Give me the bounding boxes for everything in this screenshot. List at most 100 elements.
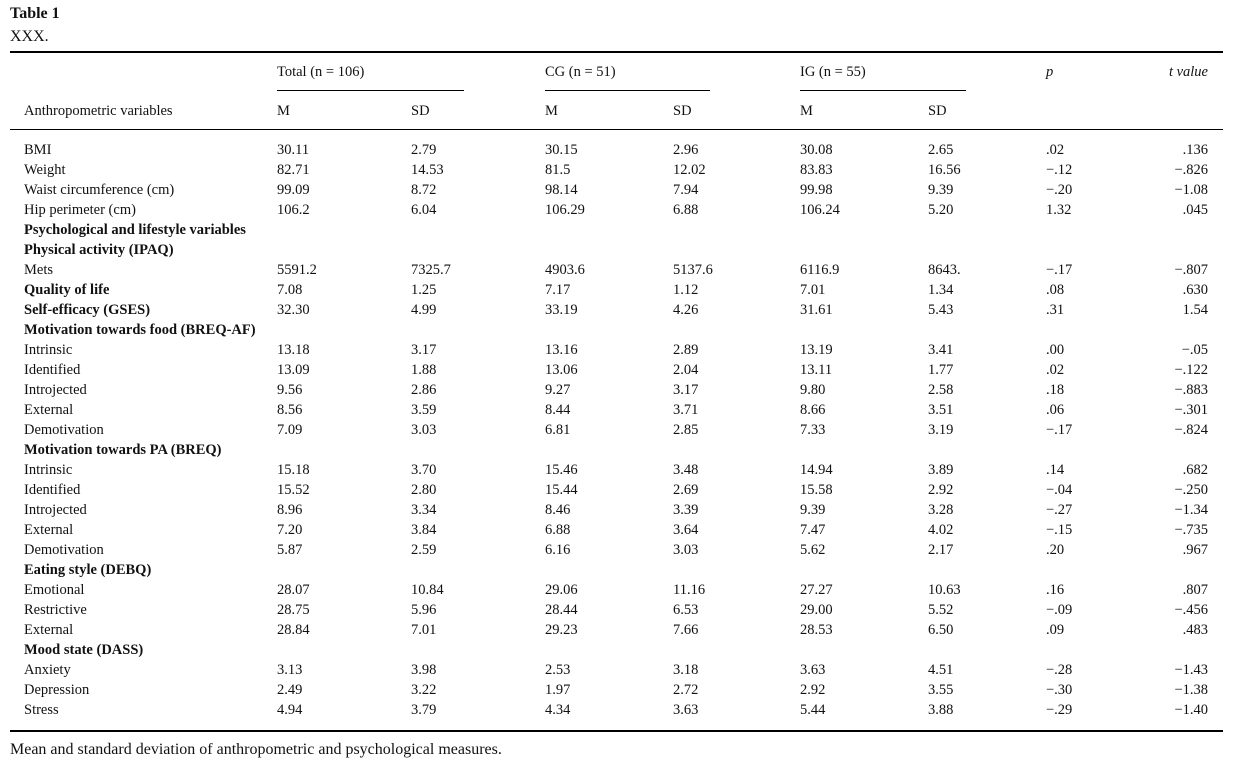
table-cell: 106.2 xyxy=(277,202,310,218)
table-cell: .136 xyxy=(1182,142,1208,158)
table-cell: 16.56 xyxy=(928,162,961,178)
table-cell: 2.04 xyxy=(673,362,699,378)
table-cell: 1.54 xyxy=(1182,302,1208,318)
table-cell: −.29 xyxy=(1046,702,1073,718)
table-cell: 15.18 xyxy=(277,462,310,478)
top-rule xyxy=(10,51,1223,53)
table-cell: 11.16 xyxy=(673,582,706,598)
table-cell: 15.46 xyxy=(545,462,578,478)
table-cell: .14 xyxy=(1046,462,1065,478)
table-cell: −1.40 xyxy=(1174,702,1208,718)
table-cell: −.12 xyxy=(1046,162,1073,178)
table-cell: 7.47 xyxy=(800,522,826,538)
table-cell: .06 xyxy=(1046,402,1065,418)
table-cell: 3.64 xyxy=(673,522,699,538)
group-rule-cg xyxy=(545,90,710,91)
table-cell: 8.46 xyxy=(545,502,571,518)
sd-header-total: SD xyxy=(411,103,430,119)
m-header-cg: M xyxy=(545,103,558,119)
table-cell: 3.17 xyxy=(673,382,699,398)
row-label: Physical activity (IPAQ) xyxy=(24,242,174,258)
m-header-total: M xyxy=(277,103,290,119)
table-cell: −.824 xyxy=(1174,422,1208,438)
table-cell: 7.08 xyxy=(277,282,303,298)
table-cell: −.05 xyxy=(1181,342,1208,358)
table-cell: 2.96 xyxy=(673,142,699,158)
sd-header-cg: SD xyxy=(673,103,692,119)
table-cell: 6.50 xyxy=(928,622,954,638)
table-cell: −.09 xyxy=(1046,602,1073,618)
table-cell: 13.06 xyxy=(545,362,578,378)
row-label: Demotivation xyxy=(24,542,104,558)
table-cell: 7325.7 xyxy=(411,262,451,278)
table-cell: 5137.6 xyxy=(673,262,713,278)
table-cell: 2.53 xyxy=(545,662,571,678)
table-cell: −.826 xyxy=(1174,162,1208,178)
table-cell: 2.65 xyxy=(928,142,954,158)
row-label: Mets xyxy=(24,262,53,278)
table-cell: 6.53 xyxy=(673,602,699,618)
row-label: Intrinsic xyxy=(24,342,73,358)
table-cell: 32.30 xyxy=(277,302,310,318)
table-cell: 28.53 xyxy=(800,622,833,638)
table-cell: −.301 xyxy=(1174,402,1208,418)
table-cell: 3.70 xyxy=(411,462,437,478)
table-cell: .02 xyxy=(1046,362,1065,378)
group-header-cg: CG (n = 51) xyxy=(545,64,616,80)
table-cell: 3.18 xyxy=(673,662,699,678)
table-cell: 2.17 xyxy=(928,542,954,558)
table-cell: 33.19 xyxy=(545,302,578,318)
table-cell: 5.52 xyxy=(928,602,954,618)
table-cell: 8.96 xyxy=(277,502,303,518)
table-cell: 3.03 xyxy=(673,542,699,558)
table-cell: 1.97 xyxy=(545,682,571,698)
table-cell: 7.20 xyxy=(277,522,303,538)
table-cell: .31 xyxy=(1046,302,1065,318)
bottom-rule xyxy=(10,730,1223,732)
row-label: Psychological and lifestyle variables xyxy=(24,222,246,238)
table-cell: −1.34 xyxy=(1174,502,1208,518)
table-cell: 9.39 xyxy=(928,182,954,198)
table-cell: 106.24 xyxy=(800,202,840,218)
m-header-ig: M xyxy=(800,103,813,119)
table-cell: 9.39 xyxy=(800,502,826,518)
row-label: Restrictive xyxy=(24,602,87,618)
table-cell: −.17 xyxy=(1046,262,1073,278)
table-cell: 7.17 xyxy=(545,282,571,298)
table-cell: 3.63 xyxy=(673,702,699,718)
row-label: Anxiety xyxy=(24,662,71,678)
table-cell: −.20 xyxy=(1046,182,1073,198)
table-cell: 7.94 xyxy=(673,182,699,198)
row-label: Stress xyxy=(24,702,59,718)
table-cell: 1.32 xyxy=(1046,202,1072,218)
table-cell: 6.88 xyxy=(673,202,699,218)
table-cell: 3.89 xyxy=(928,462,954,478)
table-cell: 7.33 xyxy=(800,422,826,438)
table-cell: .02 xyxy=(1046,142,1065,158)
table-cell: −.27 xyxy=(1046,502,1073,518)
table-cell: 2.86 xyxy=(411,382,437,398)
table-cell: 3.41 xyxy=(928,342,954,358)
table-cell: 5591.2 xyxy=(277,262,317,278)
table-cell: 3.59 xyxy=(411,402,437,418)
table-cell: −.883 xyxy=(1174,382,1208,398)
table-cell: 9.80 xyxy=(800,382,826,398)
row-label: Weight xyxy=(24,162,66,178)
table-cell: −.15 xyxy=(1046,522,1073,538)
table-cell: .807 xyxy=(1182,582,1208,598)
table-cell: 14.53 xyxy=(411,162,444,178)
table-cell: 13.09 xyxy=(277,362,310,378)
table-cell: 2.79 xyxy=(411,142,437,158)
group-rule-ig xyxy=(800,90,966,91)
table-cell: 3.13 xyxy=(277,662,303,678)
table-cell: 4.99 xyxy=(411,302,437,318)
row-label: Motivation towards food (BREQ-AF) xyxy=(24,322,256,338)
row-label: Depression xyxy=(24,682,90,698)
table-cell: 99.09 xyxy=(277,182,310,198)
table-cell: 3.48 xyxy=(673,462,699,478)
table-cell: 7.01 xyxy=(800,282,826,298)
table-cell: 2.89 xyxy=(673,342,699,358)
table-cell: .045 xyxy=(1182,202,1208,218)
table-cell: 29.00 xyxy=(800,602,833,618)
sd-header-ig: SD xyxy=(928,103,947,119)
